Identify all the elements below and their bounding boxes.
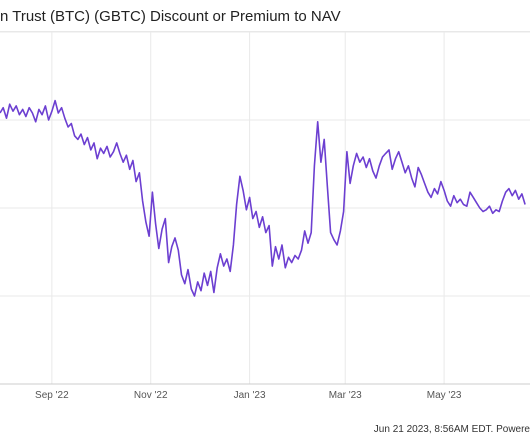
x-tick-label: Sep '22: [35, 390, 69, 401]
x-tick-label: May '23: [427, 390, 462, 401]
x-axis-ticks: Sep '22 Nov '22 Jan '23 Mar '23 May '23: [35, 390, 462, 401]
x-tick-label: Nov '22: [134, 390, 168, 401]
x-tick-label: Jan '23: [234, 390, 266, 401]
chart-footer: Jun 21 2023, 8:56AM EDT. Powere: [373, 424, 530, 435]
x-tick-label: Mar '23: [329, 390, 362, 401]
chart-title: n Trust (BTC) (GBTC) Discount or Premium…: [0, 8, 341, 25]
series-line: [0, 99, 526, 297]
gridlines: [0, 31, 530, 384]
